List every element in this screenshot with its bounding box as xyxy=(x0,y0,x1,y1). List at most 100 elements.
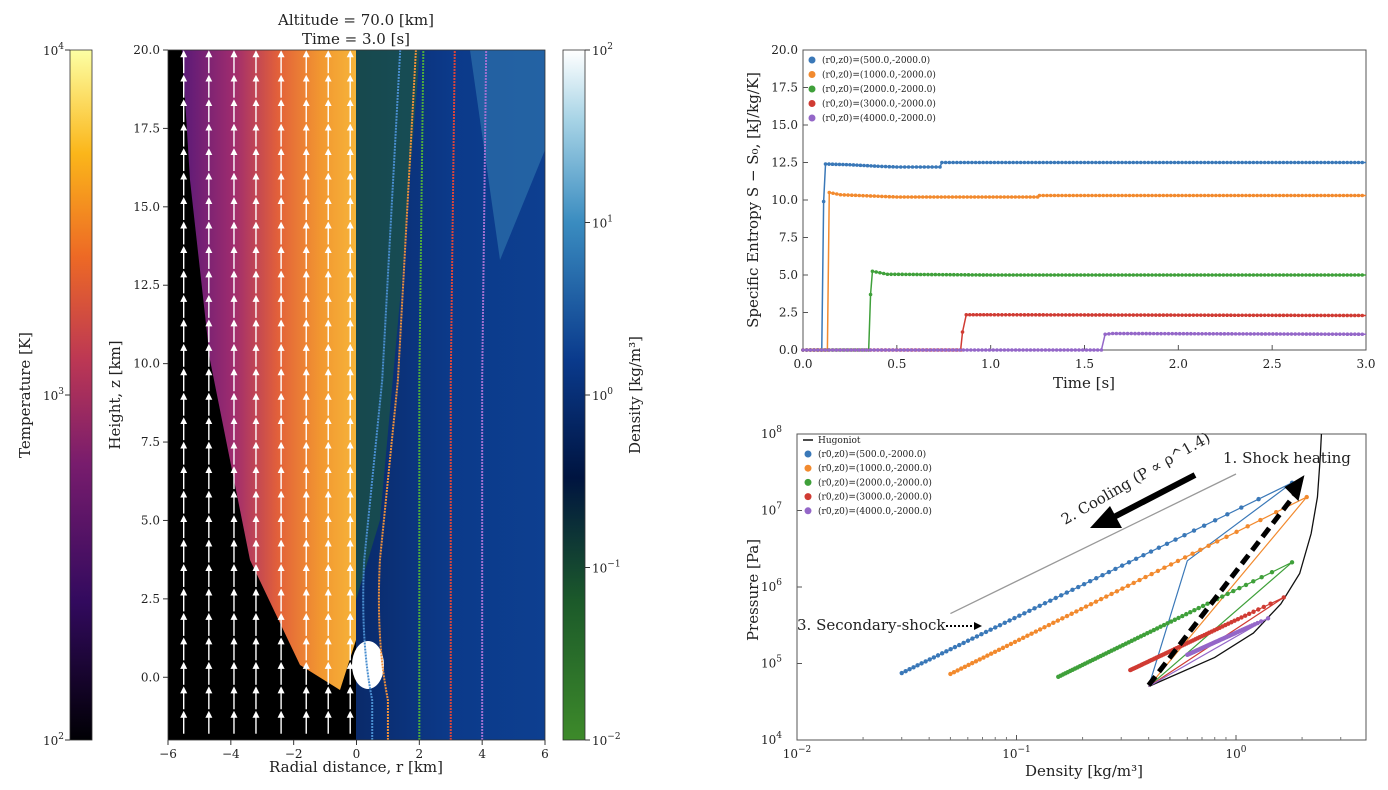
entropy-data-point xyxy=(992,312,997,317)
pd-data-point xyxy=(1137,577,1142,583)
entropy-data-point xyxy=(1150,193,1154,198)
entropy-data-point xyxy=(1022,273,1027,277)
pd-data-point xyxy=(1192,607,1197,613)
entropy-data-point xyxy=(1075,313,1079,317)
entropy-data-point xyxy=(1122,331,1126,336)
entropy-data-point xyxy=(887,164,892,169)
entropy-data-point xyxy=(1052,313,1057,317)
entropy-data-point xyxy=(1026,273,1030,277)
pd-data-point xyxy=(1190,551,1195,556)
pd-data-point xyxy=(1154,626,1160,631)
entropy-data-point xyxy=(889,272,893,277)
entropy-data-point xyxy=(914,165,919,169)
entropy-data-point xyxy=(1063,193,1068,198)
pd-data-point xyxy=(1289,560,1295,565)
entropy-data-point xyxy=(1101,160,1106,165)
tick-exponent: −1 xyxy=(607,560,620,570)
entropy-data-point xyxy=(1155,331,1160,336)
entropy-data-point xyxy=(980,195,984,199)
pd-data-point xyxy=(957,642,962,648)
entropy-data-point xyxy=(1043,348,1048,352)
pd-data-point xyxy=(1225,591,1230,597)
entropy-data-point xyxy=(1300,273,1304,277)
entropy-data-point xyxy=(1161,273,1166,277)
entropy-data-point xyxy=(983,348,988,352)
entropy-data-point xyxy=(1199,273,1203,277)
entropy-data-point xyxy=(876,164,880,169)
entropy-data-point xyxy=(851,163,856,167)
entropy-data-point xyxy=(1058,348,1063,352)
entropy-data-point xyxy=(961,348,966,352)
entropy-data-point xyxy=(1307,313,1312,318)
legend-label: (r0,z0)=(1000.0,-2000.0) xyxy=(818,463,932,474)
tick-exponent: 1 xyxy=(607,215,613,225)
annotation-secondary-shock: 3. Secondary-shock xyxy=(797,616,946,634)
pd-data-point xyxy=(1261,604,1267,610)
entropy-data-point xyxy=(951,160,955,165)
entropy-data-point xyxy=(1311,313,1316,318)
pd-data-point xyxy=(988,651,994,656)
entropy-data-point xyxy=(887,194,892,199)
tick-base: 10 xyxy=(761,427,776,441)
x-tick-label: 2 xyxy=(416,747,424,761)
entropy-data-point xyxy=(1180,313,1184,317)
entropy-data-point xyxy=(944,272,949,277)
entropy-data-point xyxy=(1112,193,1117,198)
entropy-data-point xyxy=(1330,313,1335,318)
entropy-data-point xyxy=(894,348,899,352)
entropy-data-point xyxy=(1289,332,1294,336)
y-tick-label: 0.0 xyxy=(779,343,798,357)
entropy-data-point xyxy=(895,165,899,169)
pd-data-point xyxy=(1220,594,1225,599)
entropy-data-point xyxy=(1337,313,1342,318)
entropy-data-point xyxy=(870,269,875,274)
entropy-data-point xyxy=(922,272,927,277)
entropy-data-point xyxy=(858,163,863,168)
entropy-data-point xyxy=(1127,273,1132,277)
entropy-data-point xyxy=(905,348,910,352)
pd-data-point xyxy=(944,649,949,654)
entropy-data-point xyxy=(1108,160,1113,165)
y-tick-label: 104 xyxy=(761,731,782,747)
pd-data-point xyxy=(1051,620,1056,626)
entropy-data-point xyxy=(1116,193,1121,198)
map-title-altitude: Altitude = 70.0 [km] xyxy=(277,11,434,29)
pd-data-point xyxy=(1176,615,1181,621)
legend-label: Hugoniot xyxy=(818,436,861,446)
entropy-data-point xyxy=(1161,313,1166,317)
entropy-data-point xyxy=(1221,160,1226,165)
entropy-data-point xyxy=(1296,273,1301,277)
entropy-data-point xyxy=(819,348,824,352)
entropy-data-point xyxy=(1300,160,1304,165)
map-xlabel: Radial distance, r [km] xyxy=(269,758,443,776)
pd-data-point xyxy=(959,666,964,671)
entropy-data-point xyxy=(1315,160,1320,165)
entropy-data-point xyxy=(1172,313,1177,317)
entropy-data-point xyxy=(1200,331,1204,336)
entropy-data-point xyxy=(1322,160,1327,165)
entropy-data-point xyxy=(885,272,890,277)
entropy-data-point xyxy=(849,348,854,352)
entropy-data-point xyxy=(1270,193,1274,198)
pd-data-point xyxy=(1156,545,1162,550)
entropy-data-point xyxy=(1041,193,1046,198)
shock-arrowhead-icon xyxy=(1284,475,1305,502)
entropy-data-point xyxy=(1229,313,1233,318)
entropy-data-point xyxy=(970,160,974,165)
entropy-data-point xyxy=(922,165,927,169)
entropy-data-point xyxy=(1217,160,1222,165)
pd-data-point xyxy=(951,669,957,675)
entropy-data-point xyxy=(853,348,858,352)
entropy-data-point xyxy=(1236,313,1241,318)
entropy-data-point xyxy=(1330,273,1335,277)
entropy-data-point xyxy=(970,273,975,277)
streamline xyxy=(449,50,456,740)
pd-data-point xyxy=(1081,581,1087,587)
entropy-data-point xyxy=(1090,273,1094,277)
entropy-data-point xyxy=(1244,332,1249,336)
pd-data-point xyxy=(1245,524,1250,529)
pd-data-point xyxy=(1243,582,1249,588)
meteoroid-body xyxy=(352,641,384,689)
entropy-data-point xyxy=(1045,273,1049,277)
